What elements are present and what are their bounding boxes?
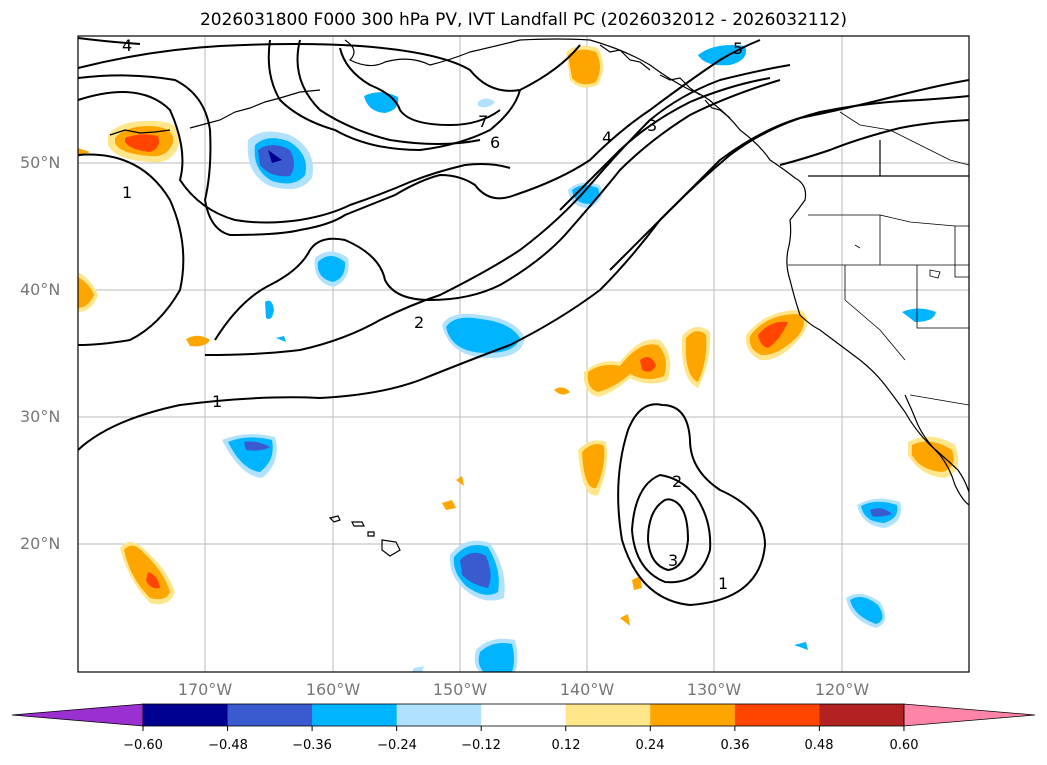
contour-label: 3 <box>668 551 678 570</box>
contour-label-group: 4 1 6 7 5 4 3 2 1 2 3 1 <box>122 36 743 593</box>
colorbar-frame <box>142 703 905 727</box>
colorbar-segment <box>143 704 229 726</box>
lon-label: 170°W <box>177 680 233 699</box>
lon-label: 160°W <box>305 680 361 699</box>
lon-label: 140°W <box>559 680 615 699</box>
gridlines <box>78 36 969 672</box>
contour-label: 2 <box>414 313 424 332</box>
colorbar-tick-label: 0.48 <box>804 738 834 753</box>
contour-label: 1 <box>718 574 728 593</box>
colorbar-segment <box>481 704 567 726</box>
pc-contours <box>77 37 970 607</box>
colorbar-tick-label: −0.12 <box>461 738 501 753</box>
colorbar <box>11 703 1036 731</box>
colorbar-segment <box>734 704 820 726</box>
pv-shading <box>78 45 959 672</box>
plot-frame <box>77 35 970 673</box>
lon-label: 150°W <box>432 680 488 699</box>
colorbar-tick-label: 0.60 <box>889 738 919 753</box>
contour-label: 3 <box>647 116 657 135</box>
colorbar-tick-label: 0.36 <box>720 738 750 753</box>
contour-label: 7 <box>478 112 488 131</box>
colorbar-tick-label: 0.24 <box>635 738 665 753</box>
contour-label: 5 <box>733 39 743 58</box>
colorbar-tick-label: 0.12 <box>551 738 581 753</box>
lat-label: 20°N <box>20 534 61 553</box>
lon-label: 130°W <box>686 680 742 699</box>
lat-label: 40°N <box>20 280 61 299</box>
colorbar-segment <box>819 704 905 726</box>
colorbar-tick-label: −0.48 <box>208 738 248 753</box>
contour-label: 4 <box>602 128 612 147</box>
lat-label: 50°N <box>20 153 61 172</box>
colorbar-extend-min <box>11 703 144 727</box>
coastlines <box>109 38 970 557</box>
contour-label: 1 <box>212 392 222 411</box>
colorbar-tick-label: −0.24 <box>377 738 417 753</box>
contour-label: 2 <box>672 472 682 491</box>
colorbar-segment <box>650 704 736 726</box>
colorbar-segment <box>312 704 398 726</box>
map-title: 2026031800 F000 300 hPa PV, IVT Landfall… <box>199 10 847 30</box>
contour-label: 4 <box>122 36 132 55</box>
lat-label: 30°N <box>20 407 61 426</box>
lon-label: 120°W <box>814 680 870 699</box>
colorbar-segment <box>396 704 482 726</box>
colorbar-segment <box>565 704 651 726</box>
colorbar-tick-label: −0.36 <box>292 738 332 753</box>
contour-label: 1 <box>122 183 132 202</box>
colorbar-extend-max <box>903 703 1036 727</box>
contour-label: 6 <box>490 133 500 152</box>
colorbar-segment <box>227 704 313 726</box>
colorbar-tick-label: −0.60 <box>123 738 163 753</box>
